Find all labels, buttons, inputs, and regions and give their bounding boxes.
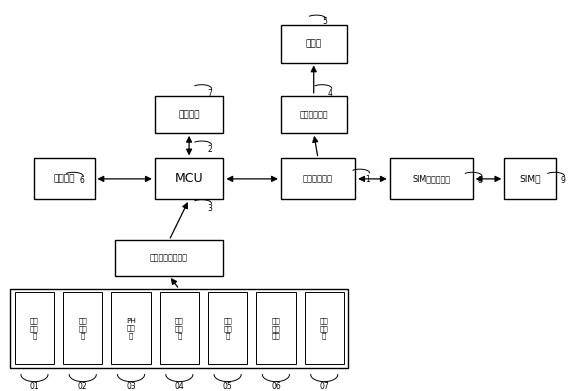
Text: 1: 1	[366, 175, 370, 185]
Text: 6: 6	[79, 176, 84, 185]
Text: 03: 03	[126, 382, 136, 391]
Text: 01: 01	[30, 382, 40, 391]
Text: 溶氧
传感
器: 溶氧 传感 器	[175, 317, 184, 339]
Bar	[281, 25, 347, 63]
Text: 3: 3	[207, 203, 213, 213]
Text: 8: 8	[478, 176, 482, 185]
Text: 浊度
传感
器: 浊度 传感 器	[320, 317, 328, 339]
Bar	[10, 289, 348, 368]
Bar	[155, 96, 223, 133]
Text: 电导
率传
感器: 电导 率传 感器	[272, 317, 280, 339]
Bar	[112, 292, 151, 364]
Text: 02: 02	[78, 382, 88, 391]
Text: 4: 4	[328, 88, 333, 98]
Text: SIM卡接口电路: SIM卡接口电路	[412, 174, 450, 183]
Text: 电池电路: 电池电路	[178, 110, 200, 119]
Bar	[256, 292, 296, 364]
Text: 5: 5	[322, 17, 327, 27]
Text: 05: 05	[223, 382, 233, 391]
Bar	[208, 292, 247, 364]
Bar	[281, 158, 355, 199]
Text: 音频功放电路: 音频功放电路	[300, 110, 328, 119]
Text: 拆声器: 拆声器	[305, 39, 322, 48]
Text: 水位
传感
器: 水位 传感 器	[30, 317, 39, 339]
Text: 2: 2	[207, 145, 212, 154]
Text: 04: 04	[174, 382, 185, 391]
Text: 存储单元: 存储单元	[54, 174, 75, 183]
Text: 流量
传感
器: 流量 传感 器	[223, 317, 232, 339]
Text: 9: 9	[560, 176, 566, 185]
Text: 07: 07	[319, 382, 329, 391]
Text: 水质监测采集模块: 水质监测采集模块	[150, 253, 188, 263]
Bar	[281, 96, 347, 133]
Bar	[15, 292, 54, 364]
Bar	[160, 292, 199, 364]
Bar	[34, 158, 95, 199]
Text: 7: 7	[207, 88, 213, 98]
Text: 温度
传感
器: 温度 传感 器	[79, 317, 87, 339]
Bar	[63, 292, 103, 364]
Text: 无线通信模块: 无线通信模块	[303, 174, 333, 183]
Bar	[305, 292, 344, 364]
Bar	[504, 158, 556, 199]
Bar	[390, 158, 473, 199]
Bar	[155, 158, 223, 199]
Text: 06: 06	[271, 382, 281, 391]
Text: MCU: MCU	[175, 172, 203, 185]
Text: SIM卡: SIM卡	[519, 174, 541, 183]
Text: PH
传感
器: PH 传感 器	[126, 318, 136, 339]
Bar	[115, 240, 223, 276]
